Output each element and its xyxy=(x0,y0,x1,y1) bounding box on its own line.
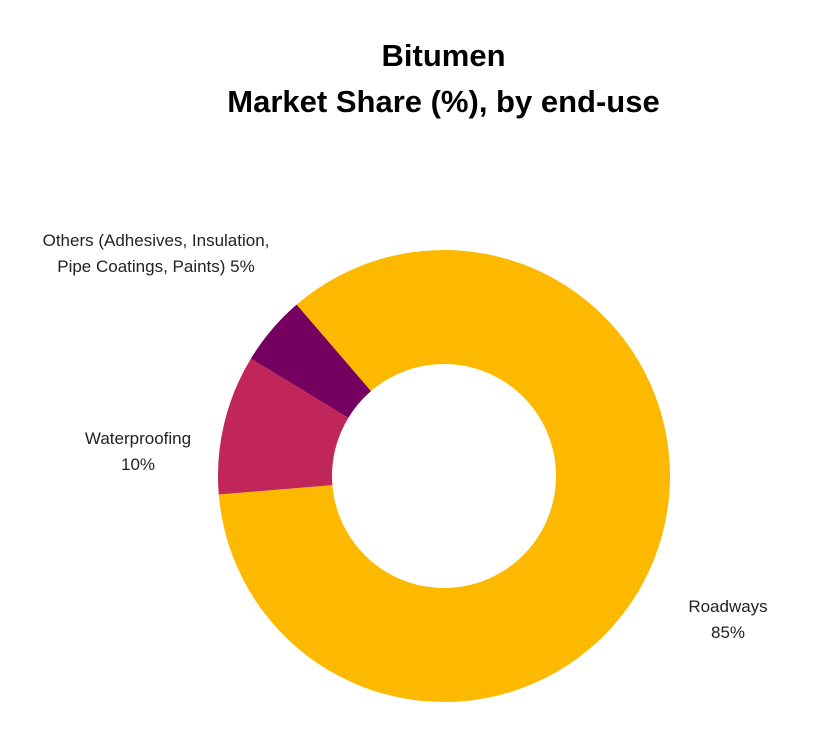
value-label: 10% xyxy=(120,455,156,474)
category-label: Roadways xyxy=(688,597,768,616)
slice-label: Waterproofing 10% xyxy=(58,426,218,478)
donut-slice xyxy=(217,358,349,495)
value-label: 5% xyxy=(230,257,255,276)
category-label: Waterproofing xyxy=(84,429,192,448)
chart-title: Market Share (%), by end-use xyxy=(227,84,660,119)
slice-label: Roadways 85% xyxy=(658,594,798,646)
value-label: 85% xyxy=(710,623,746,642)
category-label: Others (Adhesives, Insulation, Pipe Coat… xyxy=(42,231,270,276)
chart-title: Bitumen xyxy=(381,38,506,73)
slice-label: Others (Adhesives, Insulation, Pipe Coat… xyxy=(31,228,281,280)
donut-slice xyxy=(218,250,670,702)
donut-slice xyxy=(250,304,371,418)
